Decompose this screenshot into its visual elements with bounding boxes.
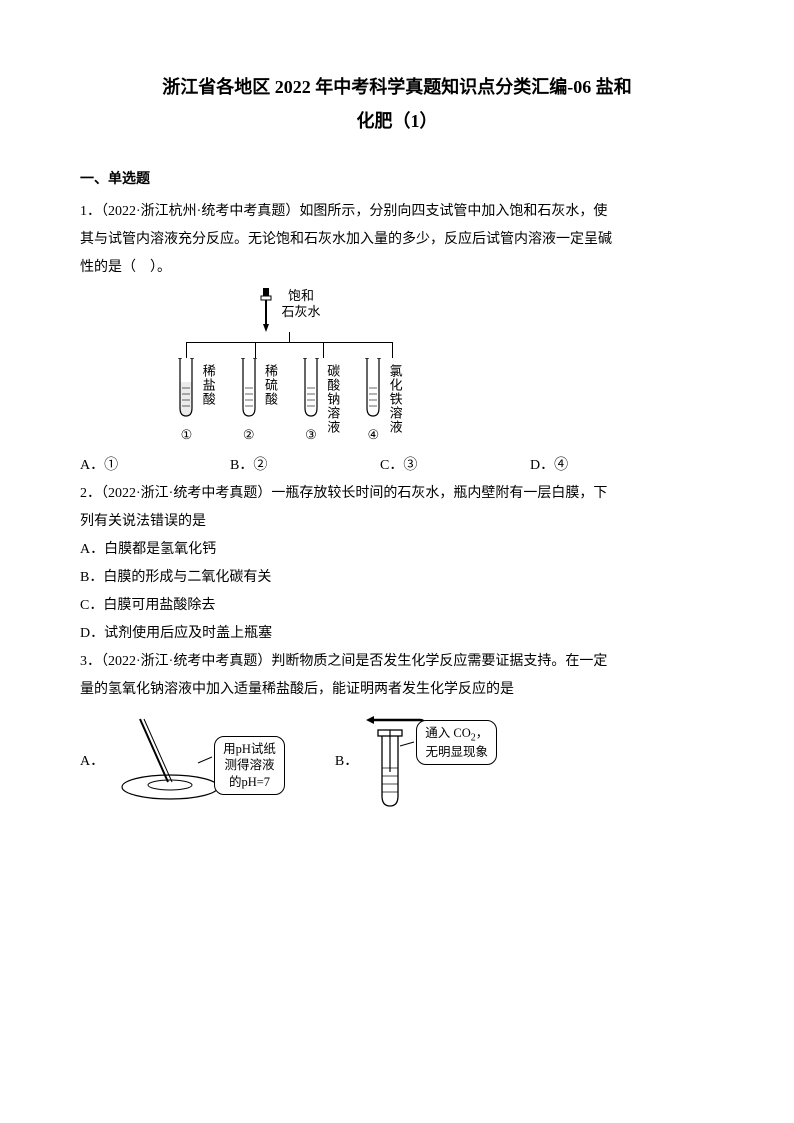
q2-stem-line-2: 列有关说法错误的是 xyxy=(80,508,714,536)
q1-opt-c: C．③ xyxy=(380,452,530,480)
test-tube-icon xyxy=(363,358,383,418)
q1-stem-line-1: 1．（2022·浙江杭州·统考中考真题）如图所示，分别向四支试管中加入饱和石灰水… xyxy=(80,198,714,226)
tube-3-num: ③ xyxy=(305,422,317,448)
q1-stem-line-3: 性的是（ ）。 xyxy=(80,254,714,282)
dropper-label-l2: 石灰水 xyxy=(281,304,320,320)
bracket-icon xyxy=(168,332,410,358)
title-line-2: 化肥（1） xyxy=(80,104,714,138)
q3-a-callout-l2: 测得溶液 xyxy=(223,757,276,773)
q2-opt-d: D．试剂使用后应及时盖上瓶塞 xyxy=(80,620,714,648)
test-tube-icon xyxy=(239,358,259,418)
q3-b-callout-l1: 通入 CO2， xyxy=(425,725,488,745)
tube-2-num: ② xyxy=(243,422,255,448)
q1-options: A．① B．② C．③ D．④ xyxy=(80,452,714,480)
tube-1: ① 稀盐酸 xyxy=(176,358,214,448)
dropper-label: 饱和 石灰水 xyxy=(281,288,320,319)
section-heading: 一、单选题 xyxy=(80,166,714,194)
q2-stem-line-1: 2．（2022·浙江·统考中考真题）一瓶存放较长时间的石灰水，瓶内壁附有一层白膜… xyxy=(80,480,714,508)
tube-2-label: 稀硫酸 xyxy=(263,364,277,406)
dropper-icon xyxy=(257,288,275,332)
q1-opt-d: D．④ xyxy=(530,452,680,480)
tube-2: ② 稀硫酸 xyxy=(239,358,277,448)
q3-opt-a-letter: A． xyxy=(80,748,104,776)
tube-3: ③ 碳酸钠溶液 xyxy=(301,358,339,448)
q3-a-callout: 用pH试纸 测得溶液 的pH=7 xyxy=(214,736,285,795)
tube-4-label: 氯化铁溶液 xyxy=(387,364,401,434)
tube-4-num: ④ xyxy=(367,422,379,448)
q1-opt-a: A．① xyxy=(80,452,230,480)
q3-a-callout-l1: 用pH试纸 xyxy=(223,741,276,757)
q3-a-callout-l3: 的pH=7 xyxy=(223,774,276,790)
q2-opt-a: A．白膜都是氢氧化钙 xyxy=(80,536,714,564)
tube-1-num: ① xyxy=(181,422,193,448)
q2-opt-c: C．白膜可用盐酸除去 xyxy=(80,592,714,620)
q3-options-row: A． 用pH试纸 测得溶液 的pH=7 B． 通入 CO2， 无明显现象 xyxy=(80,712,714,812)
tube-4: ④ 氯化铁溶液 xyxy=(363,358,401,448)
q1-opt-b: B．② xyxy=(230,452,380,480)
page-title: 浙江省各地区 2022 年中考科学真题知识点分类汇编-06 盐和 化肥（1） xyxy=(80,70,714,138)
q3-opt-b-letter: B． xyxy=(335,748,358,776)
title-line-1: 浙江省各地区 2022 年中考科学真题知识点分类汇编-06 盐和 xyxy=(80,70,714,104)
tube-3-label: 碳酸钠溶液 xyxy=(325,364,339,434)
q3-stem-line-2: 量的氢氧化钠溶液中加入适量稀盐酸后，能证明两者发生化学反应的是 xyxy=(80,676,714,704)
test-tube-icon xyxy=(301,358,321,418)
dropper-label-l1: 饱和 xyxy=(281,288,320,304)
q3-b-callout: 通入 CO2， 无明显现象 xyxy=(416,720,497,766)
q2-opt-b: B．白膜的形成与二氧化碳有关 xyxy=(80,564,714,592)
q3-b-callout-l2: 无明显现象 xyxy=(425,744,488,760)
q1-stem-line-2: 其与试管内溶液充分反应。无论饱和石灰水加入量的多少，反应后试管内溶液一定呈碱 xyxy=(80,226,714,254)
tube-1-label: 稀盐酸 xyxy=(200,364,214,406)
q3-stem-line-1: 3．（2022·浙江·统考中考真题）判断物质之间是否发生化学反应需要证据支持。在… xyxy=(80,648,714,676)
test-tube-icon xyxy=(176,358,196,418)
q1-diagram: 饱和 石灰水 xyxy=(168,288,714,448)
